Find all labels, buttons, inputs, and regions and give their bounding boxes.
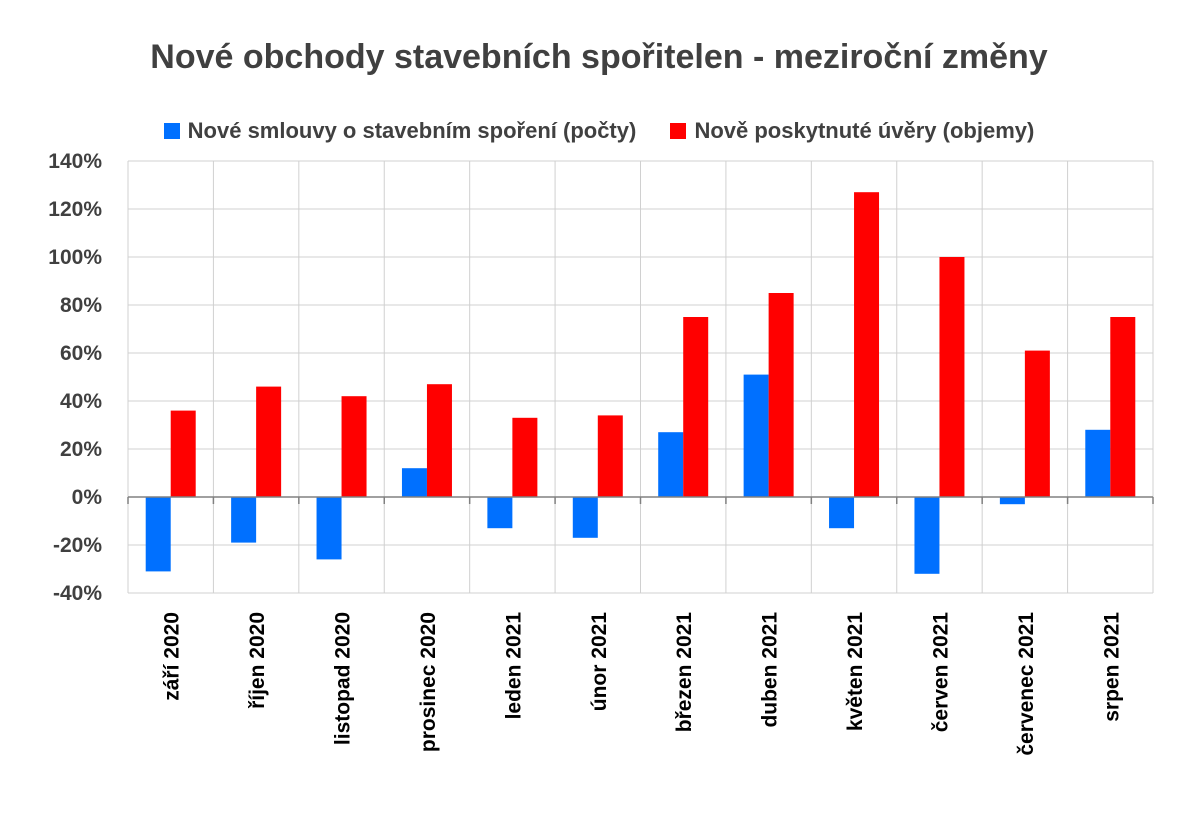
bar-contracts <box>316 497 342 560</box>
bar-loans <box>1110 317 1136 497</box>
bar-loans <box>939 257 965 497</box>
x-category-label: leden 2021 <box>502 612 525 720</box>
x-category-label: červenec 2021 <box>1015 612 1038 756</box>
legend-item-contracts: Nové smlouvy o stavebním spoření (počty) <box>163 118 637 144</box>
y-tick-label: 20% <box>60 438 102 461</box>
x-category-label: prosinec 2020 <box>417 612 440 752</box>
bar-contracts <box>743 374 769 497</box>
x-category-label: duben 2021 <box>759 612 782 728</box>
bar-contracts <box>231 497 257 543</box>
bar-loans <box>426 384 452 497</box>
x-category-label: říjen 2020 <box>246 612 269 709</box>
bar-loans <box>683 317 709 497</box>
bar-loans <box>768 293 794 497</box>
bar-contracts <box>1085 429 1111 497</box>
y-tick-label: 80% <box>60 294 102 317</box>
bar-contracts <box>401 468 427 497</box>
y-tick-label: 40% <box>60 390 102 413</box>
chart-title: Nové obchody stavebních spořitelen - mez… <box>150 38 1048 76</box>
y-tick-label: 140% <box>48 150 102 173</box>
legend: Nové smlouvy o stavebním spoření (počty)… <box>0 118 1198 145</box>
legend-item-loans: Nově poskytnuté úvěry (objemy) <box>670 118 1034 144</box>
legend-label-contracts: Nové smlouvy o stavebním spoření (počty) <box>187 118 637 143</box>
x-category-label: červen 2021 <box>929 612 952 733</box>
x-category-label: květen 2021 <box>844 612 867 731</box>
bar-loans <box>256 386 282 497</box>
bar-contracts <box>658 432 684 497</box>
legend-label-loans: Nově poskytnuté úvěry (objemy) <box>694 118 1035 143</box>
y-tick-label: 100% <box>48 246 102 269</box>
x-category-label: listopad 2020 <box>332 612 355 745</box>
y-tick-label: 120% <box>48 198 102 221</box>
y-tick-label: -20% <box>53 534 102 557</box>
bar-loans <box>854 192 880 497</box>
legend-swatch-loans <box>670 123 687 139</box>
y-tick-label: -40% <box>53 582 102 605</box>
y-tick-label: 60% <box>60 342 102 365</box>
bar-loans <box>1024 350 1050 497</box>
bar-contracts <box>914 497 940 574</box>
bar-contracts <box>487 497 513 529</box>
x-category-label: září 2020 <box>161 612 184 701</box>
bar-contracts <box>572 497 598 538</box>
bar-loans <box>341 396 367 497</box>
legend-swatch-contracts <box>163 123 180 139</box>
bar-contracts <box>829 497 855 529</box>
y-tick-label: 0% <box>72 486 103 509</box>
bar-contracts <box>145 497 171 572</box>
x-category-label: březen 2021 <box>673 612 696 733</box>
bar-contracts <box>999 497 1025 505</box>
x-category-label: únor 2021 <box>588 612 611 712</box>
bar-loans <box>170 410 196 497</box>
x-category-label: srpen 2021 <box>1100 612 1123 722</box>
bar-loans <box>597 415 623 497</box>
bar-loans <box>512 417 538 497</box>
